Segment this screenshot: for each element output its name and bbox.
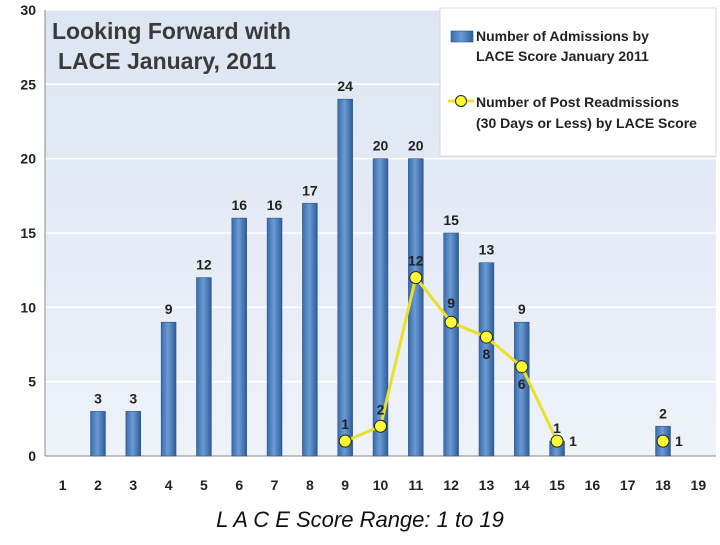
- bar-data-label: 13: [479, 242, 495, 258]
- x-tick-label: 16: [585, 477, 601, 493]
- readmissions-point: [479, 330, 493, 344]
- bar: [231, 217, 247, 457]
- x-tick-label: 1: [59, 477, 67, 493]
- bar-data-label: 12: [196, 257, 212, 273]
- x-tick-label: 13: [479, 477, 495, 493]
- chart-title-line: Looking Forward with: [52, 18, 291, 44]
- readmissions-point: [409, 271, 423, 285]
- x-tick-label: 8: [306, 477, 314, 493]
- y-tick-label: 20: [20, 151, 36, 167]
- x-tick-label: 18: [655, 477, 671, 493]
- point-data-label: 9: [447, 295, 455, 311]
- x-tick-label: 17: [620, 477, 636, 493]
- point-data-label: 1: [341, 416, 349, 432]
- bar-data-label: 9: [518, 301, 526, 317]
- bar: [125, 411, 142, 457]
- legend-line-label: Number of Post Readmissions: [476, 94, 679, 110]
- bar: [372, 158, 389, 457]
- bar: [443, 232, 459, 457]
- bar-data-label: 20: [408, 138, 424, 154]
- bar: [90, 411, 106, 457]
- legend-bar-label: LACE Score January 2011: [476, 48, 649, 64]
- bar-data-label: 15: [443, 212, 459, 228]
- bar: [160, 321, 177, 457]
- readmissions-point: [550, 434, 564, 448]
- bar-data-label: 3: [129, 390, 137, 406]
- readmissions-point: [444, 315, 458, 329]
- bar-data-label: 20: [373, 138, 389, 154]
- x-tick-label: 4: [165, 477, 173, 493]
- legend-bar-swatch: [450, 30, 474, 43]
- y-tick-label: 5: [28, 374, 36, 390]
- y-tick-label: 30: [20, 2, 36, 18]
- y-tick-label: 10: [20, 299, 36, 315]
- point-data-label: 2: [377, 401, 385, 417]
- x-tick-label: 12: [443, 477, 459, 493]
- bar: [408, 158, 424, 457]
- legend-line-marker: [455, 95, 467, 107]
- x-tick-label: 15: [549, 477, 565, 493]
- readmissions-point: [656, 434, 670, 448]
- x-axis-title: L A C E Score Range: 1 to 19: [216, 507, 504, 532]
- bar-data-label: 1: [553, 420, 561, 436]
- x-tick-label: 14: [514, 477, 530, 493]
- bar: [478, 262, 495, 457]
- x-tick-label: 3: [129, 477, 137, 493]
- y-tick-label: 0: [28, 448, 36, 464]
- bar-data-label: 16: [267, 197, 283, 213]
- bar-data-label: 17: [302, 182, 318, 198]
- bar-data-label: 24: [337, 78, 353, 94]
- bar-data-label: 16: [231, 197, 247, 213]
- legend-line-label: (30 Days or Less) by LACE Score: [476, 115, 697, 131]
- bar-data-label: 2: [659, 405, 667, 421]
- bar-data-label: 9: [165, 301, 173, 317]
- x-tick-label: 2: [94, 477, 102, 493]
- x-tick-label: 6: [235, 477, 243, 493]
- chart-title-line: LACE January, 2011: [58, 48, 276, 74]
- bar: [337, 98, 353, 457]
- point-data-label: 6: [518, 376, 526, 392]
- legend-bar-label: Number of Admissions by: [476, 28, 649, 44]
- bar: [514, 321, 530, 457]
- readmissions-point: [374, 419, 387, 433]
- point-data-label: 12: [408, 253, 424, 269]
- y-tick-label: 25: [20, 76, 36, 92]
- bar-data-label: 3: [94, 390, 102, 406]
- x-tick-label: 19: [691, 477, 707, 493]
- x-tick-label: 9: [341, 477, 349, 493]
- point-data-label: 1: [569, 433, 577, 449]
- x-tick-label: 11: [408, 477, 423, 493]
- readmissions-point: [338, 434, 352, 448]
- x-tick-label: 5: [200, 477, 208, 493]
- y-tick-label: 15: [20, 225, 36, 241]
- point-data-label: 8: [483, 346, 491, 362]
- point-data-label: 1: [675, 433, 683, 449]
- readmissions-point: [515, 360, 529, 374]
- bar: [196, 277, 212, 457]
- x-tick-label: 10: [373, 477, 389, 493]
- bar: [266, 217, 283, 457]
- legend-box: [439, 7, 717, 157]
- x-tick-label: 7: [271, 477, 279, 493]
- bar: [302, 202, 318, 457]
